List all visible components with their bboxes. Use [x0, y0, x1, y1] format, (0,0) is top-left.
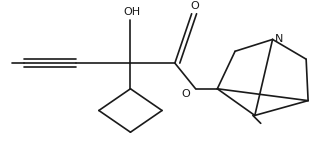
Text: O: O	[190, 1, 199, 11]
Text: N: N	[275, 34, 284, 44]
Text: OH: OH	[124, 7, 141, 17]
Text: O: O	[181, 89, 190, 99]
